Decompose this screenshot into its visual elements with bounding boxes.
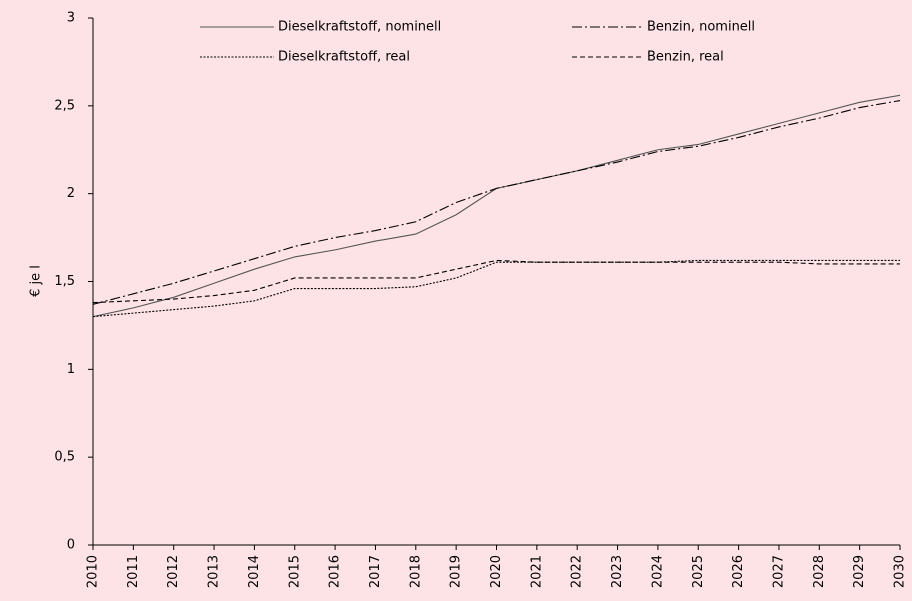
series-line bbox=[92, 259, 900, 304]
x-tick-label: 2013 bbox=[207, 555, 222, 588]
x-tick-label: 2023 bbox=[610, 555, 625, 588]
x-tick-label: 2016 bbox=[328, 555, 343, 588]
y-tick-label: 1 bbox=[67, 362, 75, 377]
y-tick-label: 1,5 bbox=[54, 274, 75, 289]
y-tick-label: 0 bbox=[67, 538, 75, 553]
x-tick-label: 2010 bbox=[86, 555, 101, 588]
x-tick-label: 2026 bbox=[731, 555, 746, 588]
legend-label: Benzin, nominell bbox=[647, 20, 755, 35]
x-tick-label: 2022 bbox=[570, 555, 585, 588]
x-tick-label: 2015 bbox=[287, 555, 302, 588]
y-tick-label: 0,5 bbox=[54, 450, 75, 465]
legend-label: Dieselkraftstoff, nominell bbox=[278, 20, 441, 35]
legend-label: Benzin, real bbox=[647, 50, 724, 65]
x-tick-label: 2029 bbox=[852, 555, 867, 588]
y-tick-label: 2,5 bbox=[54, 98, 75, 113]
x-tick-label: 2020 bbox=[489, 555, 504, 588]
x-tick-label: 2027 bbox=[771, 555, 786, 588]
x-tick-label: 2021 bbox=[529, 555, 544, 588]
x-tick-label: 2019 bbox=[449, 555, 464, 588]
legend-label: Dieselkraftstoff, real bbox=[278, 50, 410, 65]
x-tick-label: 2014 bbox=[247, 555, 262, 588]
x-tick-label: 2011 bbox=[126, 555, 141, 588]
x-tick-label: 2012 bbox=[166, 555, 181, 588]
x-tick-label: 2017 bbox=[368, 555, 383, 588]
x-tick-label: 2028 bbox=[812, 555, 827, 588]
x-tick-label: 2025 bbox=[691, 555, 706, 588]
x-tick-label: 2018 bbox=[408, 555, 423, 588]
series-line bbox=[92, 100, 901, 305]
y-tick-label: 3 bbox=[67, 11, 75, 26]
y-axis-label: € je l bbox=[29, 265, 44, 297]
series-line bbox=[92, 259, 900, 318]
x-tick-label: 2024 bbox=[650, 555, 665, 588]
y-tick-label: 2 bbox=[67, 186, 75, 201]
x-tick-label: 2030 bbox=[893, 555, 908, 588]
